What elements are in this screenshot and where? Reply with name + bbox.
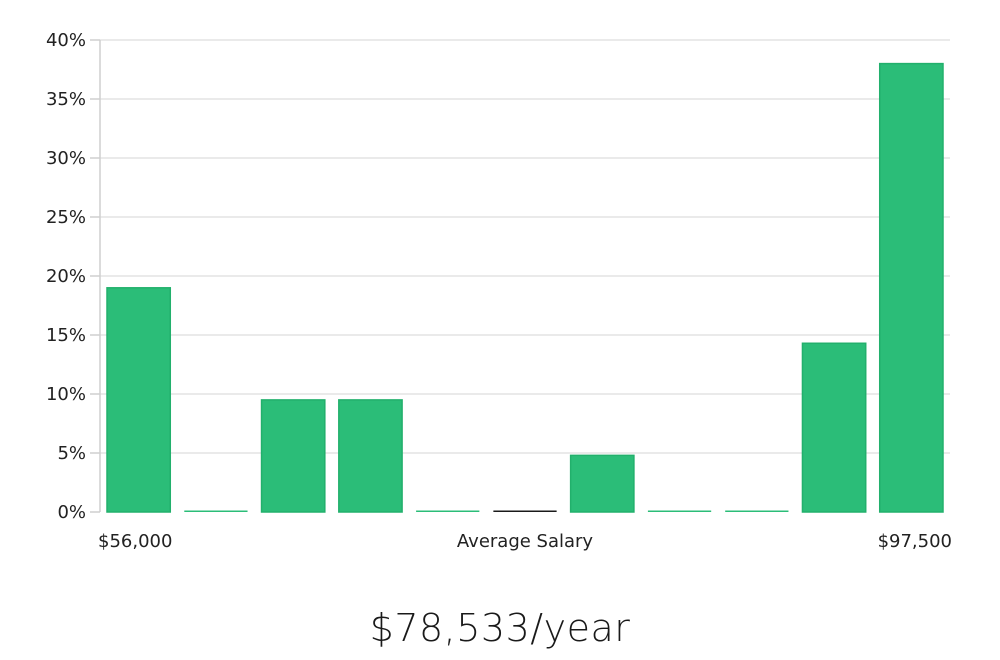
bar: [725, 510, 789, 512]
bar: [569, 454, 635, 513]
bar: [260, 399, 326, 513]
y-tick-label: 10%: [46, 384, 86, 405]
bar: [801, 342, 867, 513]
bar: [338, 399, 403, 513]
average-salary-headline: $78,533/year: [369, 606, 631, 650]
bar-average-marker: [493, 510, 557, 512]
salary-histogram: 0% 5% 10% 15% 20% 25% 30% 35% 40% $56,000 Averag…: [46, 30, 952, 552]
grid-lines: [100, 39, 950, 454]
x-min-label: $56,000: [98, 531, 172, 552]
x-max-label: $97,500: [878, 531, 952, 552]
bar: [184, 510, 248, 512]
bar: [878, 62, 944, 513]
bar: [647, 510, 712, 512]
y-tick-label: 5%: [57, 443, 86, 464]
y-tick-label: 20%: [46, 266, 86, 287]
y-tick-label: 35%: [46, 89, 86, 110]
y-tick-label: 40%: [46, 30, 86, 51]
y-tick-label: 15%: [46, 325, 86, 346]
y-tick-label: 25%: [46, 207, 86, 228]
y-axis-ticks: 0% 5% 10% 15% 20% 25% 30% 35% 40%: [46, 30, 100, 523]
y-tick-label: 30%: [46, 148, 86, 169]
y-tick-label: 0%: [57, 502, 86, 523]
bars: [106, 62, 944, 513]
x-axis-title: Average Salary: [457, 531, 594, 552]
bar: [106, 287, 172, 513]
bar: [416, 510, 480, 512]
